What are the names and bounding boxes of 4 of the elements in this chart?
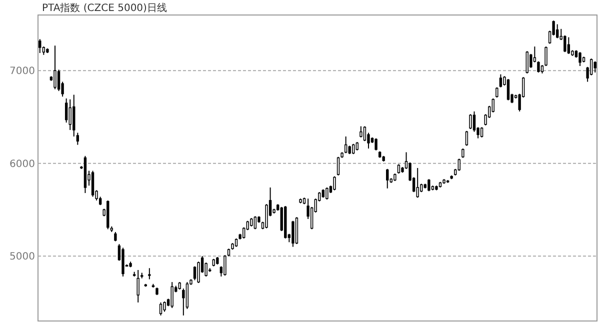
y-tick-label: 5000 [10, 252, 35, 263]
y-tick-label: 6000 [10, 158, 35, 170]
chart-title: PTA指数 (CZCE 5000)日线 [42, 2, 167, 14]
y-tick-label: 7000 [10, 66, 35, 78]
